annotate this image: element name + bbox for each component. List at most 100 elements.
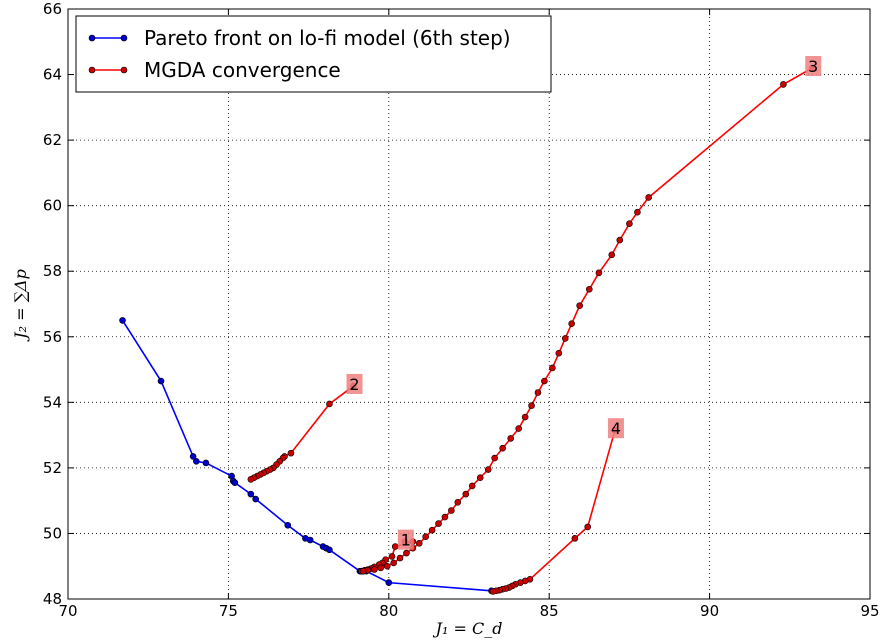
mgda-run-3-point [448,507,455,514]
pareto-front-point [326,546,333,554]
mgda-run-4-point [489,588,497,595]
mgda-run-3-point [371,566,378,573]
x-tick-label: 90 [700,602,719,620]
y-tick-label: 52 [43,459,62,477]
plot-frame [67,8,871,600]
mgda-run-3-point [534,389,542,396]
ticks: 70 75 80 85 90 95 48 50 52 54 56 58 60 62 64 66 [43,0,880,620]
x-axis-label: J₁ = C_d [433,619,503,638]
pareto-front-point [385,579,393,586]
mgda-run-3-point [616,236,624,244]
mgda-run-3-point [462,490,470,498]
mgda-run-3-point [541,377,548,385]
pareto-front-point [202,459,210,467]
x-tick-label: 95 [860,602,879,620]
x-tick-label: 85 [540,602,559,620]
pareto-front-point [252,495,259,503]
mgda-run-3-point [403,549,410,557]
mgda-run-3-point [476,474,484,482]
y-tick-label: 48 [43,590,62,608]
y-tick-label: 50 [43,524,62,542]
mgda-run-3-point [484,466,492,473]
legend-label: Pareto front on lo-fi model (6th step) [144,26,511,50]
pareto-front-point [247,490,255,498]
annotation-label: 2 [349,375,359,394]
mgda-run-3-point [454,499,462,506]
annotation-label: 4 [611,419,621,438]
mgda-run-3-point [576,302,583,309]
mgda-run-3-point [585,285,593,293]
legend: Pareto front on lo-fi model (6th step) MG… [75,15,552,93]
annotation-box [346,373,363,394]
plot-area [68,9,870,599]
mgda-run-4-point [571,535,579,542]
mgda-run-3-point [568,320,575,327]
annotation-box [607,418,624,439]
mgda-run-3-point [383,562,391,570]
pareto-front-point [231,479,239,486]
x-tick-label: 75 [219,602,238,620]
pareto-front-point [189,453,197,460]
pareto-front-point [306,536,314,544]
annotation-label: 3 [808,57,818,76]
y-tick-label: 64 [43,66,62,84]
mgda-run-3-point [507,435,515,442]
mgda-run-3-point [491,454,498,462]
x-tick-label: 80 [379,602,398,620]
pareto-front-point [193,458,200,465]
mgda-run-3-point [634,208,641,216]
y-tick-label: 56 [43,328,62,346]
annotation-box [397,529,414,550]
legend-swatch-marker [120,34,128,42]
annotation-2: 2 [346,373,363,394]
mgda-run-2-point [247,476,255,483]
pareto-front-point [119,317,126,324]
mgda-run-3-point [515,425,523,432]
y-tick-label: 58 [43,262,62,280]
annotations: 1 2 3 4 [346,56,822,550]
mgda-run-3-point [390,559,397,567]
mgda-run-3-point [435,520,442,527]
annotation-4: 4 [607,418,624,439]
pareto-front-point [284,521,292,529]
legend-swatch-marker [88,66,96,74]
mgda-run-3-point [555,349,563,357]
legend-swatch-marker [120,66,128,74]
mgda-run-3-point [499,444,506,452]
mgda-run-3-point [521,413,529,421]
mgda-run-3-point [428,526,436,534]
mgda-run-3-point [396,554,404,562]
mgda-run-4-point [584,523,591,531]
mgda-run-3-point [626,220,633,227]
mgda-run-1-point [388,553,396,560]
legend-swatch-marker [88,34,96,42]
y-tick-label: 66 [43,0,62,18]
mgda-run-3-point [645,194,652,201]
annotation-3: 3 [805,56,822,76]
mgda-run-3-point [441,513,449,521]
mgda-run-3-point [377,564,385,572]
y-axis-label: J₂ = ∑Δp [11,269,30,342]
mgda-run-3-point [595,269,603,277]
legend-label: MGDA convergence [144,58,341,82]
mgda-run-3-point [359,567,367,575]
series-layer [119,64,816,595]
mgda-run-1-point [391,543,399,550]
mgda-run-3-point [780,81,787,88]
annotation-1: 1 [397,529,414,550]
pareto-front-point [157,377,165,385]
annotation-label: 1 [401,531,411,550]
mgda-run-3-point [528,402,535,409]
y-tick-label: 54 [43,393,62,411]
y-tick-label: 62 [43,131,62,149]
y-tick-label: 60 [43,197,62,215]
x-tick-label: 70 [58,602,77,620]
gridlines [68,9,870,599]
mgda-run-3-point [422,533,429,541]
annotation-box [805,56,822,76]
mgda-run-2-point [326,400,333,408]
mgda-run-2-point [287,449,295,457]
mgda-run-3-point [561,335,569,342]
mgda-run-3-point [549,364,556,372]
